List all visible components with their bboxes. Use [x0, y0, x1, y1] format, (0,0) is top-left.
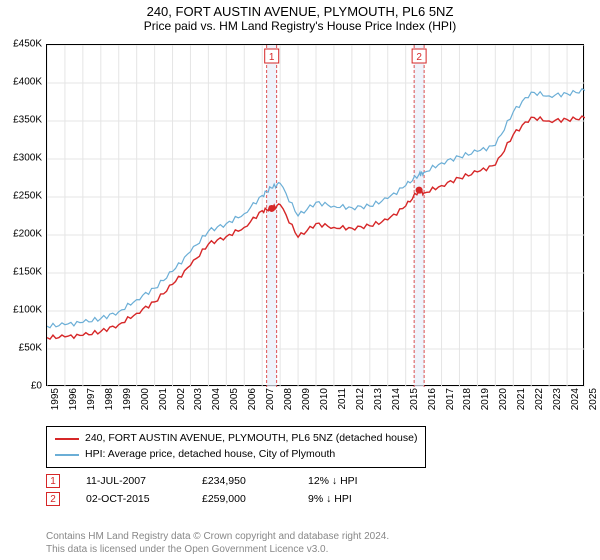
y-axis-label: £350K — [0, 115, 44, 126]
y-axis-label: £300K — [0, 153, 44, 164]
x-axis-label: 2000 — [140, 388, 151, 410]
x-axis-label: 2011 — [337, 388, 348, 410]
sale-marker-icon: 2 — [46, 492, 60, 506]
x-axis-label: 2005 — [229, 388, 240, 410]
legend-item: 240, FORT AUSTIN AVENUE, PLYMOUTH, PL6 5… — [55, 431, 417, 447]
sale-price: £259,000 — [202, 493, 282, 505]
x-axis-label: 2004 — [211, 388, 222, 410]
plot-svg: 12 — [47, 45, 585, 387]
x-axis-label: 2021 — [516, 388, 527, 410]
svg-text:2: 2 — [416, 52, 422, 63]
sale-row: 1 11-JUL-2007 £234,950 12% ↓ HPI — [46, 474, 584, 488]
legend: 240, FORT AUSTIN AVENUE, PLYMOUTH, PL6 5… — [46, 426, 426, 468]
x-axis-label: 2006 — [247, 388, 258, 410]
x-axis-label: 2023 — [552, 388, 563, 410]
y-axis-label: £150K — [0, 267, 44, 278]
page-subtitle: Price paid vs. HM Land Registry's House … — [0, 19, 600, 37]
x-axis-label: 2010 — [319, 388, 330, 410]
x-axis-label: 2024 — [570, 388, 581, 410]
page-title: 240, FORT AUSTIN AVENUE, PLYMOUTH, PL6 5… — [0, 0, 600, 19]
y-axis-label: £400K — [0, 77, 44, 88]
x-axis-label: 2013 — [373, 388, 384, 410]
x-axis-label: 1999 — [122, 388, 133, 410]
sale-diff: 12% ↓ HPI — [308, 475, 358, 487]
legend-label: 240, FORT AUSTIN AVENUE, PLYMOUTH, PL6 5… — [85, 431, 417, 447]
y-axis-label: £100K — [0, 305, 44, 316]
chart-area: 12 £0£50K£100K£150K£200K£250K£300K£350K£… — [46, 44, 584, 386]
footer-line: Contains HM Land Registry data © Crown c… — [46, 530, 389, 543]
sale-marker-icon: 1 — [46, 474, 60, 488]
x-axis-label: 2009 — [301, 388, 312, 410]
sale-date: 11-JUL-2007 — [86, 475, 176, 487]
legend-swatch — [55, 454, 79, 456]
y-axis-label: £0 — [0, 381, 44, 392]
y-axis-label: £250K — [0, 191, 44, 202]
chart-container: 240, FORT AUSTIN AVENUE, PLYMOUTH, PL6 5… — [0, 0, 600, 560]
x-axis-label: 1996 — [68, 388, 79, 410]
x-axis-label: 2020 — [498, 388, 509, 410]
x-axis-label: 2015 — [409, 388, 420, 410]
x-axis-label: 2008 — [283, 388, 294, 410]
sale-number: 1 — [50, 476, 56, 487]
x-axis-label: 2018 — [462, 388, 473, 410]
y-axis-label: £450K — [0, 39, 44, 50]
x-axis-label: 1997 — [86, 388, 97, 410]
footer-line: This data is licensed under the Open Gov… — [46, 543, 389, 556]
x-axis-label: 1995 — [50, 388, 61, 410]
x-axis-label: 2016 — [427, 388, 438, 410]
x-axis-label: 1998 — [104, 388, 115, 410]
plot-region: 12 — [46, 44, 584, 386]
sale-number: 2 — [50, 494, 56, 505]
legend-item: HPI: Average price, detached house, City… — [55, 447, 417, 463]
x-axis-label: 2014 — [391, 388, 402, 410]
y-axis-label: £200K — [0, 229, 44, 240]
x-axis-label: 2022 — [534, 388, 545, 410]
x-axis-label: 2007 — [265, 388, 276, 410]
sales-area: 1 11-JUL-2007 £234,950 12% ↓ HPI 2 02-OC… — [46, 470, 584, 506]
x-axis-label: 2001 — [158, 388, 169, 410]
svg-text:1: 1 — [269, 52, 275, 63]
sale-date: 02-OCT-2015 — [86, 493, 176, 505]
x-axis-label: 2025 — [588, 388, 599, 410]
x-axis-label: 2019 — [480, 388, 491, 410]
legend-label: HPI: Average price, detached house, City… — [85, 447, 335, 463]
footer: Contains HM Land Registry data © Crown c… — [46, 530, 389, 556]
x-axis-label: 2003 — [193, 388, 204, 410]
sale-row: 2 02-OCT-2015 £259,000 9% ↓ HPI — [46, 492, 584, 506]
y-axis-label: £50K — [0, 343, 44, 354]
sale-price: £234,950 — [202, 475, 282, 487]
sale-diff: 9% ↓ HPI — [308, 493, 352, 505]
x-axis-label: 2002 — [176, 388, 187, 410]
x-axis-label: 2012 — [355, 388, 366, 410]
legend-swatch — [55, 438, 79, 440]
x-axis-label: 2017 — [445, 388, 456, 410]
